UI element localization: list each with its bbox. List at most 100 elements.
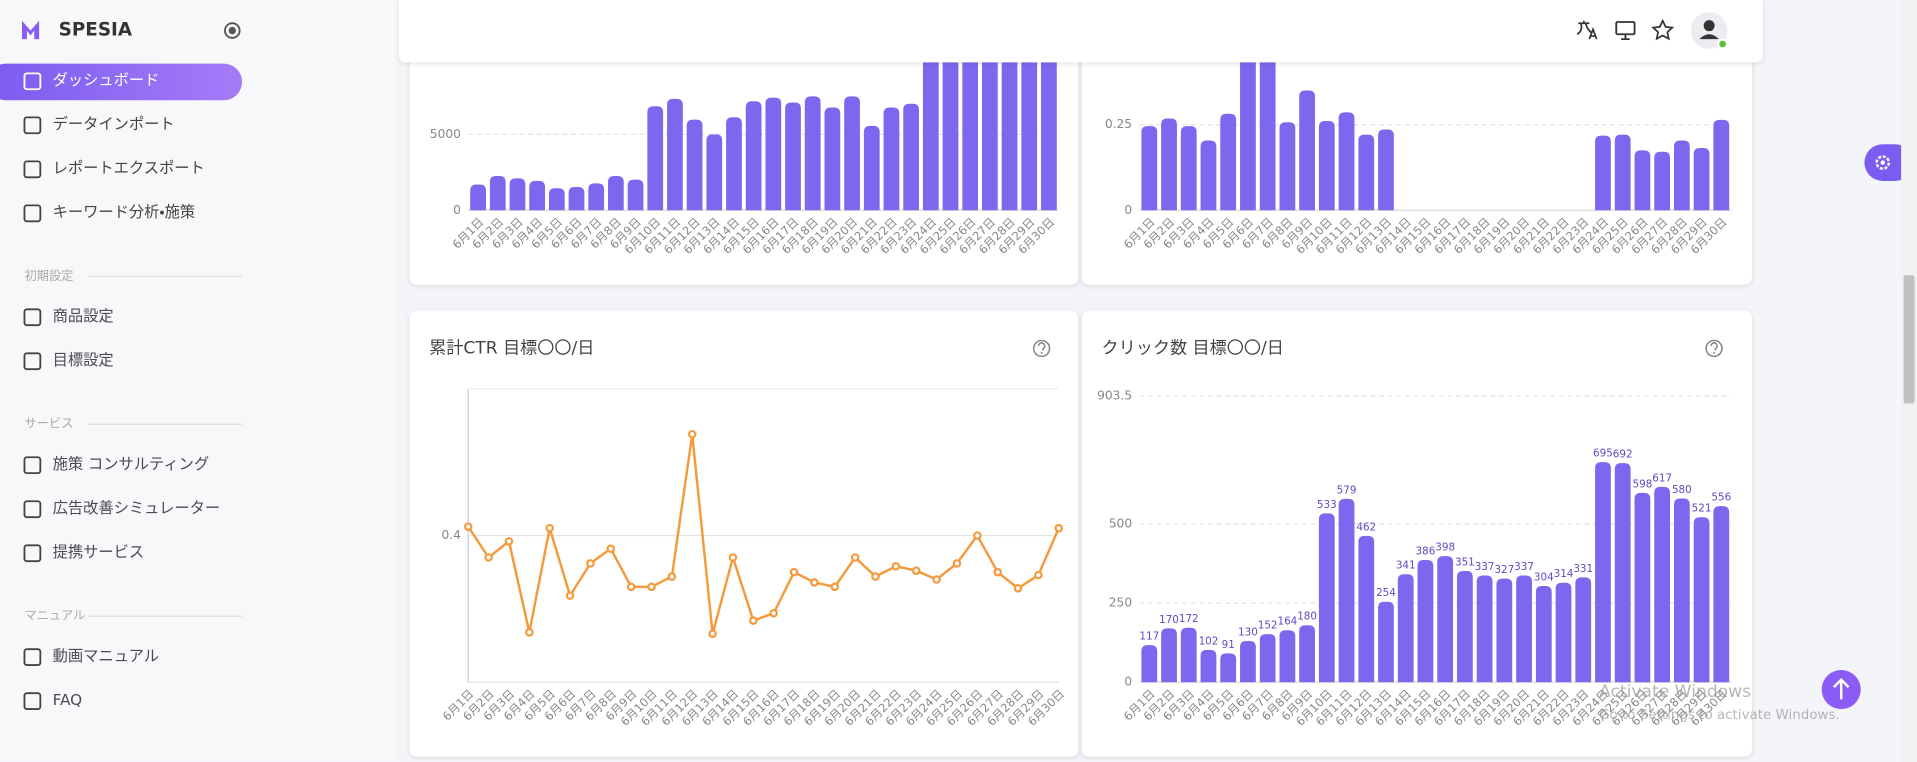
bar xyxy=(1299,90,1315,211)
bar xyxy=(1338,498,1355,683)
point xyxy=(850,553,860,562)
bar xyxy=(1220,653,1237,683)
nav-item[interactable]: キーワード分析・施策 xyxy=(53,203,196,221)
bar xyxy=(1299,625,1315,683)
bar xyxy=(470,184,486,211)
bar xyxy=(962,40,979,211)
bar xyxy=(1673,498,1690,683)
card-title: クリック数 目標〇〇/日 xyxy=(1102,338,1284,358)
data-label: 102 xyxy=(1199,635,1219,647)
data-label: 327 xyxy=(1494,564,1514,576)
card-title: 累計CTR 目標〇〇/日 xyxy=(429,338,594,358)
bar xyxy=(1318,513,1335,683)
nav-item[interactable]: 提携サービス xyxy=(53,543,145,561)
brand: SPESIA xyxy=(59,20,133,41)
bar xyxy=(1496,578,1513,683)
point xyxy=(647,582,656,592)
watermark-title: Activate Windows xyxy=(1599,682,1751,702)
point xyxy=(667,572,677,581)
bar xyxy=(1457,571,1473,683)
point xyxy=(769,608,778,618)
data-label: 351 xyxy=(1455,557,1475,569)
bar xyxy=(489,175,506,211)
bar xyxy=(608,175,624,211)
nav-item[interactable]: レポートエクスポート xyxy=(53,159,205,177)
bar xyxy=(1001,43,1018,211)
bar xyxy=(1575,577,1592,683)
data-label: 695 xyxy=(1593,448,1613,460)
bar xyxy=(1378,129,1394,211)
bar xyxy=(1200,140,1217,211)
nav-item[interactable]: ダッシュボード xyxy=(53,71,160,89)
y-tick-label: 0 xyxy=(453,203,461,217)
nav-icon xyxy=(23,160,42,179)
nav-item[interactable]: 目標設定 xyxy=(53,351,114,369)
nav-item[interactable]: 施策 コンサルティング xyxy=(53,455,210,473)
bar xyxy=(1614,463,1631,683)
data-label: 314 xyxy=(1554,568,1574,580)
scroll-thumb[interactable] xyxy=(1903,275,1915,404)
bar xyxy=(1634,492,1651,683)
help-icon[interactable] xyxy=(1705,339,1723,358)
bar xyxy=(824,107,841,211)
bar xyxy=(1358,134,1375,211)
star-icon[interactable] xyxy=(1651,18,1675,41)
bar xyxy=(765,97,782,211)
monitor-icon[interactable] xyxy=(1615,21,1636,41)
bar xyxy=(1693,147,1710,211)
bar xyxy=(1476,575,1493,683)
bar xyxy=(1161,118,1177,211)
data-label: 556 xyxy=(1711,492,1731,504)
nav-item[interactable]: 商品設定 xyxy=(53,307,114,325)
point xyxy=(484,553,493,562)
bar xyxy=(883,107,900,211)
section-label: 初期設定 xyxy=(24,269,73,283)
data-label: 598 xyxy=(1633,478,1653,490)
bar xyxy=(1279,630,1296,683)
point xyxy=(525,628,534,637)
bar xyxy=(844,96,860,211)
data-label: 130 xyxy=(1238,626,1258,638)
bar xyxy=(1279,122,1296,211)
nav-icon xyxy=(23,352,42,371)
point xyxy=(830,582,840,592)
nav-icon xyxy=(23,72,42,91)
bar xyxy=(1180,627,1197,683)
active-nav[interactable] xyxy=(0,63,243,101)
data-label: 341 xyxy=(1396,560,1416,572)
point xyxy=(1034,570,1043,580)
nav-item[interactable]: 動画マニュアル xyxy=(53,647,159,665)
point xyxy=(789,567,799,577)
bar xyxy=(1358,535,1375,683)
bar xyxy=(1535,585,1552,683)
header xyxy=(398,0,1763,63)
avatar-body xyxy=(1699,34,1719,40)
point xyxy=(911,566,921,575)
bar xyxy=(1437,556,1454,683)
y-tick-label: 903.5 xyxy=(1097,389,1132,403)
arrow-up xyxy=(1833,678,1850,700)
point xyxy=(586,559,595,568)
gear-icon xyxy=(1875,155,1891,170)
section-label: サービス xyxy=(24,417,73,431)
translate-icon[interactable] xyxy=(1576,20,1598,40)
bar xyxy=(1378,601,1394,683)
bar xyxy=(1713,506,1730,683)
point xyxy=(545,523,554,533)
pin-toggle[interactable] xyxy=(224,22,241,39)
nav-item[interactable]: 広告改善シミュレーター xyxy=(53,499,221,517)
help-icon[interactable] xyxy=(1032,339,1051,358)
data-label: 462 xyxy=(1356,521,1376,533)
nav-item[interactable]: FAQ xyxy=(53,691,83,709)
bar xyxy=(647,106,664,211)
point xyxy=(993,567,1002,577)
data-label: 304 xyxy=(1534,571,1554,583)
data-label: 533 xyxy=(1317,499,1337,511)
point xyxy=(606,544,616,553)
sidebar-nav: ダッシュボードデータインポートレポートエクスポートキーワード分析・施策初期設定商… xyxy=(23,71,243,711)
y-tick-label: 500 xyxy=(1109,516,1132,530)
bar xyxy=(627,179,644,211)
bar xyxy=(1693,517,1710,683)
nav-item[interactable]: データインポート xyxy=(53,115,175,133)
